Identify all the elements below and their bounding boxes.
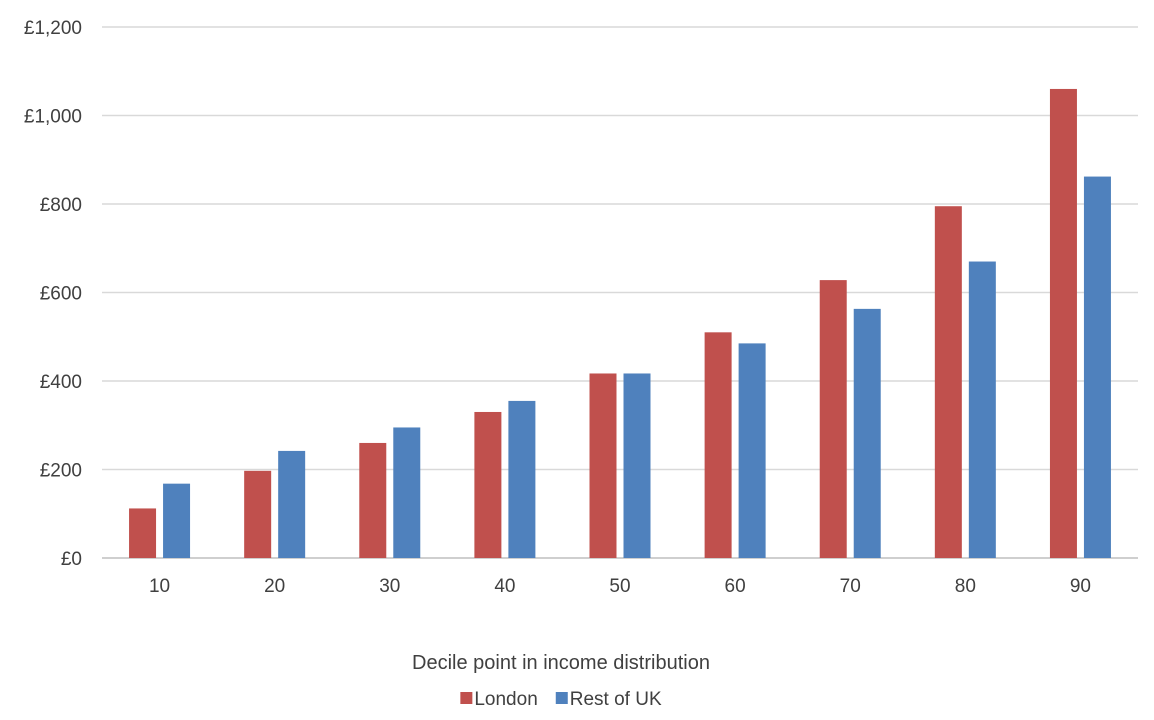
y-tick-label: £400 xyxy=(40,372,82,393)
legend-label: London xyxy=(474,689,537,710)
bar-london-90 xyxy=(1049,88,1077,558)
gridlines xyxy=(102,26,1138,559)
x-axis-title: Decile point in income distribution xyxy=(412,652,710,674)
legend-swatch xyxy=(555,692,568,704)
x-tick-label: 30 xyxy=(379,576,400,597)
x-tick-label: 40 xyxy=(494,576,515,597)
bar-rest-of-uk-60 xyxy=(738,343,766,558)
x-tick-label: 60 xyxy=(725,576,746,597)
legend: London Rest of UK xyxy=(460,689,662,710)
bar-rest-of-uk-70 xyxy=(853,308,881,558)
bar-rest-of-uk-90 xyxy=(1083,176,1111,558)
y-axis-tick-labels: £0 £200 £400 £600 £800 £1,000 £1,200 xyxy=(24,18,82,570)
y-tick-label: £1,000 xyxy=(24,107,82,128)
x-tick-label: 90 xyxy=(1070,576,1091,597)
legend-item: Rest of UK xyxy=(555,689,662,710)
y-tick-label: £800 xyxy=(40,195,82,216)
x-axis-tick-labels: 10 20 30 40 50 60 70 80 90 xyxy=(149,576,1091,597)
bar-london-80 xyxy=(934,206,962,558)
y-tick-label: £1,200 xyxy=(24,18,82,39)
bar-rest-of-uk-30 xyxy=(393,427,421,558)
legend-item: London xyxy=(460,689,538,710)
bar-london-60 xyxy=(704,332,732,558)
y-tick-label: £600 xyxy=(40,284,82,305)
bar-london-30 xyxy=(359,442,387,558)
bar-rest-of-uk-20 xyxy=(278,450,306,558)
x-tick-label: 70 xyxy=(840,576,861,597)
x-tick-label: 10 xyxy=(149,576,170,597)
x-tick-label: 80 xyxy=(955,576,976,597)
bar-rest-of-uk-40 xyxy=(508,400,536,558)
legend-label: Rest of UK xyxy=(570,689,662,710)
bar-london-20 xyxy=(244,470,272,558)
bar-london-50 xyxy=(589,373,617,558)
bars xyxy=(129,88,1111,558)
bar-rest-of-uk-50 xyxy=(623,373,651,558)
bar-london-40 xyxy=(474,411,502,558)
bar-london-10 xyxy=(129,508,157,558)
y-tick-label: £200 xyxy=(40,461,82,482)
y-tick-label: £0 xyxy=(61,549,82,570)
bar-rest-of-uk-10 xyxy=(163,483,191,558)
legend-swatch xyxy=(460,692,473,704)
bar-rest-of-uk-80 xyxy=(968,261,996,558)
bar-london-70 xyxy=(819,280,847,558)
x-tick-label: 20 xyxy=(264,576,285,597)
x-tick-label: 50 xyxy=(609,576,630,597)
